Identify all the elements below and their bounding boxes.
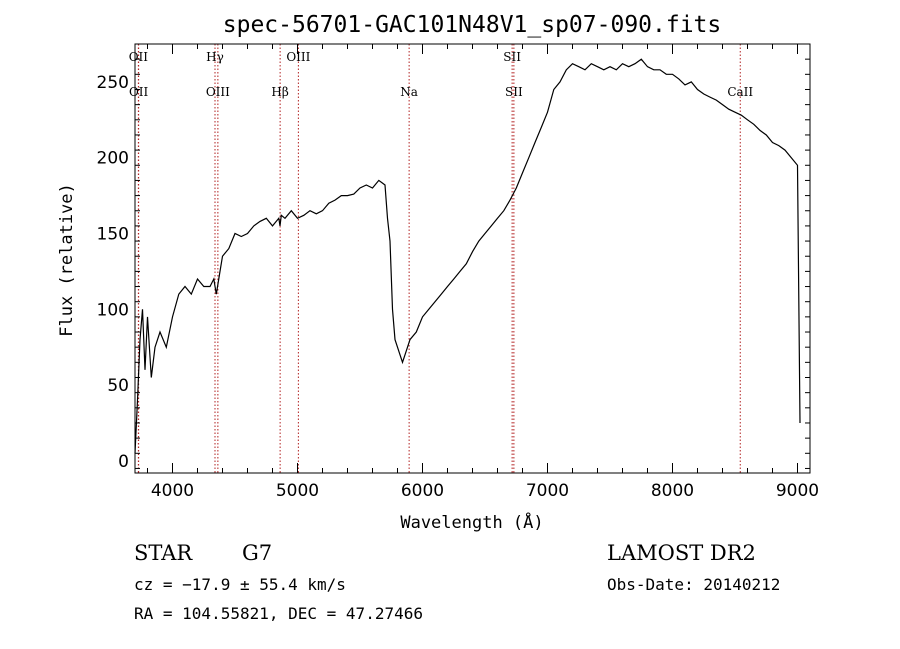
y-axis-label: Flux (relative) [57, 183, 77, 337]
emission-line-label: Na [400, 85, 418, 99]
info-panel: STAR G7 cz = −17.9 ± 55.4 km/s RA = 104.… [134, 541, 780, 623]
x-tick-label: 8000 [651, 481, 694, 501]
x-tick-label: 6000 [401, 481, 444, 501]
emission-line-label: OIII [286, 50, 310, 64]
survey-name: LAMOST DR2 [607, 541, 756, 565]
x-axis-label: Wavelength (Å) [400, 511, 543, 533]
y-tick-label: 200 [97, 149, 129, 169]
emission-line-label: OII [129, 50, 149, 64]
y-tick-label: 50 [107, 376, 129, 396]
coordinates-readout: RA = 104.55821, DEC = 47.27466 [134, 604, 423, 623]
y-tick-label: 100 [97, 300, 129, 320]
y-tick-label: 0 [118, 452, 129, 472]
emission-line-markers [137, 44, 741, 473]
observation-date: Obs-Date: 20140212 [607, 575, 780, 594]
x-tick-label: 5000 [276, 481, 319, 501]
emission-line-label: Hγ [206, 50, 224, 64]
emission-line-label: SII [503, 50, 521, 64]
plot-area: OII OII Hγ OIII Hβ OIII Na SII SII CaII 4000 5000 6… [97, 43, 819, 501]
y-tick-label: 150 [97, 224, 129, 244]
object-class: STAR [134, 541, 193, 565]
x-axis-ticks: 4000 5000 6000 7000 8000 9000 [147, 44, 819, 501]
y-tick-label: 250 [97, 73, 129, 93]
x-tick-label: 7000 [526, 481, 569, 501]
emission-line-label: SII [505, 85, 523, 99]
emission-line-labels: OII OII Hγ OIII Hβ OIII Na SII SII CaII [129, 50, 754, 99]
object-subclass: G7 [242, 541, 272, 565]
redshift-readout: cz = −17.9 ± 55.4 km/s [134, 575, 346, 594]
chart-title: spec-56701-GAC101N48V1_sp07-090.fits [223, 12, 722, 38]
emission-line-label: Hβ [271, 85, 288, 99]
emission-line-label: CaII [727, 85, 753, 99]
x-tick-label: 9000 [776, 481, 819, 501]
emission-line-label: OII [129, 85, 149, 99]
plot-frame [134, 43, 811, 474]
x-tick-label: 4000 [151, 481, 194, 501]
emission-line-label: OIII [206, 85, 230, 99]
y-axis-ticks: 0 50 100 150 200 250 [97, 43, 810, 472]
spectrum-line [134, 58, 801, 454]
